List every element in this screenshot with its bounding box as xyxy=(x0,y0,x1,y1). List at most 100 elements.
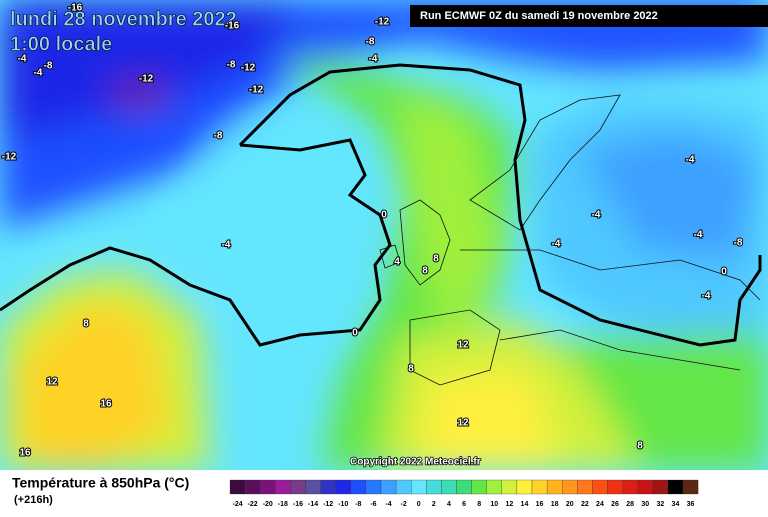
contour-label: 0 xyxy=(352,328,358,339)
contour-label: -8 xyxy=(227,60,236,71)
legend-label: -14 xyxy=(308,501,318,508)
legend-swatch xyxy=(577,479,593,495)
contour-label: -4 xyxy=(702,291,711,302)
legend-swatch xyxy=(637,479,653,495)
legend-swatch xyxy=(229,479,246,495)
legend-label: -2 xyxy=(401,501,407,508)
legend-label: -10 xyxy=(338,501,348,508)
legend-label: 32 xyxy=(656,501,664,508)
legend-swatch xyxy=(335,479,351,495)
legend-label: 12 xyxy=(505,501,513,508)
contour-label: -12 xyxy=(375,17,390,28)
legend-label: 16 xyxy=(536,501,544,508)
contour-label: -12 xyxy=(2,152,17,163)
contour-label: 16 xyxy=(100,399,112,410)
legend-swatch xyxy=(456,479,472,495)
contour-label: -8 xyxy=(734,238,743,249)
contour-label: 12 xyxy=(457,418,469,429)
contour-label: -4 xyxy=(686,155,695,166)
copyright: Copyright 2022 Meteociel.fr xyxy=(350,457,481,468)
contour-label: -4 xyxy=(592,210,601,221)
contour-label: 8 xyxy=(408,364,414,375)
legend-swatch xyxy=(350,479,367,495)
legend-swatch xyxy=(275,479,291,495)
legend-swatch xyxy=(516,479,533,495)
legend-label: -16 xyxy=(293,501,303,508)
run-info: Run ECMWF 0Z du samedi 19 novembre 2022 xyxy=(420,10,658,22)
legend-swatch xyxy=(320,479,336,495)
legend-label: -6 xyxy=(370,501,376,508)
contour-label: 16 xyxy=(19,448,31,459)
legend-swatch xyxy=(562,479,578,495)
legend-label: 36 xyxy=(687,501,695,508)
legend-label: 24 xyxy=(596,501,604,508)
contour-label: 8 xyxy=(422,266,428,277)
contour-label: -4 xyxy=(34,68,43,79)
temperature-field xyxy=(0,0,768,470)
contour-label: 12 xyxy=(457,340,469,351)
legend-swatch xyxy=(365,479,382,495)
contour-label: -4 xyxy=(369,54,378,65)
contour-labels: -16-16 -12-8-4-12-8 -12-12-8-12-4-4-8-404 8… xyxy=(1,2,744,460)
legend-swatch xyxy=(592,479,608,495)
contour-label: -16 xyxy=(68,3,83,14)
legend-label: -22 xyxy=(248,501,258,508)
contour-label: -12 xyxy=(241,63,256,74)
contour-label: -4 xyxy=(552,239,561,250)
color-legend: -24 -22 -20 -18 -16 -14 -12 -10 -8 -6 -4 -2 0 2 4 6 8 10 1… xyxy=(229,479,699,508)
legend-swatch xyxy=(305,479,321,495)
contour-label: 8 xyxy=(83,319,89,330)
lead-time: (+216h) xyxy=(14,494,53,506)
legend-label: 8 xyxy=(477,501,481,508)
legend-label: 14 xyxy=(521,501,529,508)
legend-label: 22 xyxy=(581,501,589,508)
legend-swatch xyxy=(290,479,306,495)
legend-swatch xyxy=(652,479,669,495)
legend-swatch xyxy=(244,479,261,495)
legend-label: 2 xyxy=(432,501,436,508)
legend-label: -8 xyxy=(355,501,361,508)
contour-label: -16 xyxy=(225,21,240,32)
legend-label: 34 xyxy=(672,501,680,508)
legend-label: 26 xyxy=(611,501,619,508)
contour-label: 8 xyxy=(637,441,643,452)
variable-label: Température à 850hPa (°C) xyxy=(12,475,189,491)
legend-label: -20 xyxy=(263,501,273,508)
legend-label: -4 xyxy=(385,501,391,508)
map-subtitle: 1:00 locale xyxy=(10,33,112,55)
legend-swatch xyxy=(471,479,487,495)
contour-label: -4 xyxy=(222,240,231,251)
run-banner xyxy=(410,5,768,27)
legend-swatch xyxy=(501,479,518,495)
legend-label: 20 xyxy=(566,501,574,508)
contour-label: -8 xyxy=(44,61,53,72)
legend-label: -18 xyxy=(278,501,288,508)
legend-swatch xyxy=(622,479,638,495)
legend-swatch xyxy=(546,479,563,495)
contour-label: -12 xyxy=(249,85,264,96)
contour-label: -8 xyxy=(366,37,375,48)
legend-label: 28 xyxy=(626,501,634,508)
contour-label: -4 xyxy=(694,230,703,241)
legend-label: 10 xyxy=(490,501,498,508)
legend-swatch xyxy=(607,479,623,495)
legend-swatch xyxy=(441,479,457,495)
contour-label: 0 xyxy=(381,210,387,221)
legend-swatch xyxy=(395,479,412,495)
legend-swatch xyxy=(486,479,502,495)
contour-label: 0 xyxy=(721,267,727,278)
legend-label: 18 xyxy=(551,501,559,508)
legend-swatch xyxy=(667,479,684,495)
legend-label: 4 xyxy=(447,501,451,508)
contour-label: -4 xyxy=(18,54,27,65)
legend-swatch xyxy=(380,479,397,495)
contour-label: -8 xyxy=(214,131,223,142)
contour-label: 12 xyxy=(46,377,58,388)
legend-swatch xyxy=(682,479,699,495)
legend-label: 0 xyxy=(417,501,421,508)
legend-swatch xyxy=(531,479,548,495)
contour-label: 8 xyxy=(433,254,439,265)
legend-label: 30 xyxy=(641,501,649,508)
legend-label: -12 xyxy=(323,501,333,508)
